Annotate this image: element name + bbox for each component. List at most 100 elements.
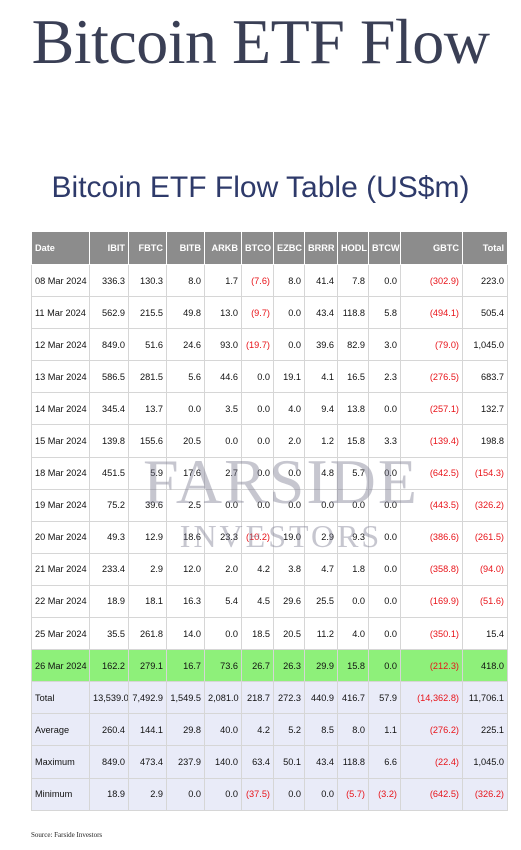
value-cell: 218.7 — [241, 681, 274, 715]
value-cell: 0.0 — [273, 488, 305, 522]
value-cell: 198.8 — [462, 424, 508, 458]
source-note: Source: Farside Investors — [31, 831, 103, 839]
value-cell: 162.2 — [89, 649, 129, 683]
value-cell: 11,706.1 — [462, 681, 508, 715]
value-cell: 39.6 — [128, 488, 167, 522]
value-cell: 12.0 — [166, 552, 205, 586]
table-row: 14 Mar 2024 345.4 13.7 0.0 3.5 0.0 4.0 9.4 13.8 0… — [31, 392, 508, 426]
value-cell: 0.0 — [368, 456, 401, 490]
value-cell: 2.9 — [128, 552, 167, 586]
value-cell: 40.0 — [204, 713, 242, 747]
table-row: 18 Mar 2024 451.5 5.9 17.6 2.7 0.0 0.0 4.8 5.7 0.… — [31, 456, 508, 490]
value-cell: 35.5 — [89, 617, 129, 651]
value-cell: 8.0 — [273, 263, 305, 298]
value-cell: 473.4 — [128, 745, 167, 779]
row-label-cell: 12 Mar 2024 — [31, 328, 90, 362]
row-label-cell: 22 Mar 2024 — [31, 584, 90, 619]
value-cell: 4.0 — [337, 617, 369, 651]
row-label-cell: 25 Mar 2024 — [31, 617, 90, 651]
value-cell: 0.0 — [204, 777, 242, 811]
value-cell: 0.0 — [337, 584, 369, 619]
value-cell: 2.0 — [204, 552, 242, 586]
value-cell: 0.0 — [368, 392, 401, 426]
value-cell: 586.5 — [89, 360, 129, 394]
value-cell: 8.0 — [166, 263, 205, 298]
table-row: 22 Mar 2024 18.9 18.1 16.3 5.4 4.5 29.6 25.5 0.0… — [31, 584, 508, 619]
value-cell: 0.0 — [304, 777, 338, 811]
value-cell: 237.9 — [166, 745, 205, 779]
value-cell: 418.0 — [462, 649, 508, 683]
row-label-cell: 15 Mar 2024 — [31, 424, 90, 458]
value-cell: 3.0 — [368, 328, 401, 362]
table-row: 20 Mar 2024 49.3 12.9 18.6 23.3 (10.2) 19.0 2.9… — [31, 520, 508, 554]
value-cell: 8.5 — [304, 713, 338, 747]
value-cell: 18.9 — [89, 777, 129, 811]
value-cell: 17.6 — [166, 456, 205, 490]
value-cell: 20.5 — [273, 617, 305, 651]
value-cell: (7.6) — [241, 263, 274, 298]
value-cell: 6.6 — [368, 745, 401, 779]
value-cell: 2.9 — [128, 777, 167, 811]
value-cell: 7,492.9 — [128, 681, 167, 715]
value-cell: 5.2 — [273, 713, 305, 747]
value-cell: (22.4) — [400, 745, 463, 779]
column-header-ibit: IBIT — [89, 231, 129, 265]
value-cell: 451.5 — [89, 456, 129, 490]
column-header-gbtc: GBTC — [400, 231, 463, 265]
value-cell: 2.7 — [204, 456, 242, 490]
value-cell: 0.0 — [241, 424, 274, 458]
value-cell: 272.3 — [273, 681, 305, 715]
row-label-cell: Total — [31, 681, 90, 715]
value-cell: 1.7 — [204, 263, 242, 298]
row-label-cell: 20 Mar 2024 — [31, 520, 90, 554]
page-title: Bitcoin ETF Flow — [31, 6, 490, 77]
value-cell: 7.8 — [337, 263, 369, 298]
value-cell: 13.7 — [128, 392, 167, 426]
value-cell: 41.4 — [304, 263, 338, 298]
column-header-ezbc: EZBC — [273, 231, 305, 265]
value-cell: 0.0 — [241, 488, 274, 522]
value-cell: 683.7 — [462, 360, 508, 394]
value-cell: 57.9 — [368, 681, 401, 715]
value-cell: 260.4 — [89, 713, 129, 747]
value-cell: 2.3 — [368, 360, 401, 394]
value-cell: 4.0 — [273, 392, 305, 426]
value-cell: 139.8 — [89, 424, 129, 458]
value-cell: 345.4 — [89, 392, 129, 426]
value-cell: 4.5 — [241, 584, 274, 619]
value-cell: 16.3 — [166, 584, 205, 619]
row-label-cell: 08 Mar 2024 — [31, 263, 90, 298]
row-label-cell: 18 Mar 2024 — [31, 456, 90, 490]
row-label-cell: 11 Mar 2024 — [31, 296, 90, 330]
value-cell: 4.7 — [304, 552, 338, 586]
value-cell: (494.1) — [400, 296, 463, 330]
row-label-cell: Maximum — [31, 745, 90, 779]
value-cell: 0.0 — [241, 392, 274, 426]
value-cell: 336.3 — [89, 263, 129, 298]
value-cell: 118.8 — [337, 296, 369, 330]
value-cell: 26.7 — [241, 649, 274, 683]
value-cell: 29.9 — [304, 649, 338, 683]
value-cell: 11.2 — [304, 617, 338, 651]
value-cell: (10.2) — [241, 520, 274, 554]
value-cell: 9.4 — [304, 392, 338, 426]
table-row-highlighted: 26 Mar 2024 162.2 279.1 16.7 73.6 26.7 26.3 29.… — [31, 649, 508, 683]
value-cell: (19.7) — [241, 328, 274, 362]
value-cell: 505.4 — [462, 296, 508, 330]
row-label-cell: 26 Mar 2024 — [31, 649, 90, 683]
table-header-row: Date IBIT FBTC BITB ARKB BTCO EZBC BRRR HODL BTCW… — [31, 231, 508, 265]
row-label-cell: 13 Mar 2024 — [31, 360, 90, 394]
value-cell: 5.6 — [166, 360, 205, 394]
table-title: Bitcoin ETF Flow Table (US$m) — [51, 171, 470, 204]
value-cell: 63.4 — [241, 745, 274, 779]
value-cell: 19.1 — [273, 360, 305, 394]
value-cell: 12.9 — [128, 520, 167, 554]
table-row: 11 Mar 2024 562.9 215.5 49.8 13.0 (9.7) 0.0 43.… — [31, 296, 508, 330]
table-row: 15 Mar 2024 139.8 155.6 20.5 0.0 0.0 2.0 1.2 15.… — [31, 424, 508, 458]
value-cell: (326.2) — [462, 777, 508, 811]
value-cell: 1,045.0 — [462, 745, 508, 779]
value-cell: 1.2 — [304, 424, 338, 458]
value-cell: (642.5) — [400, 456, 463, 490]
value-cell: (51.6) — [462, 584, 508, 619]
value-cell: 5.7 — [337, 456, 369, 490]
